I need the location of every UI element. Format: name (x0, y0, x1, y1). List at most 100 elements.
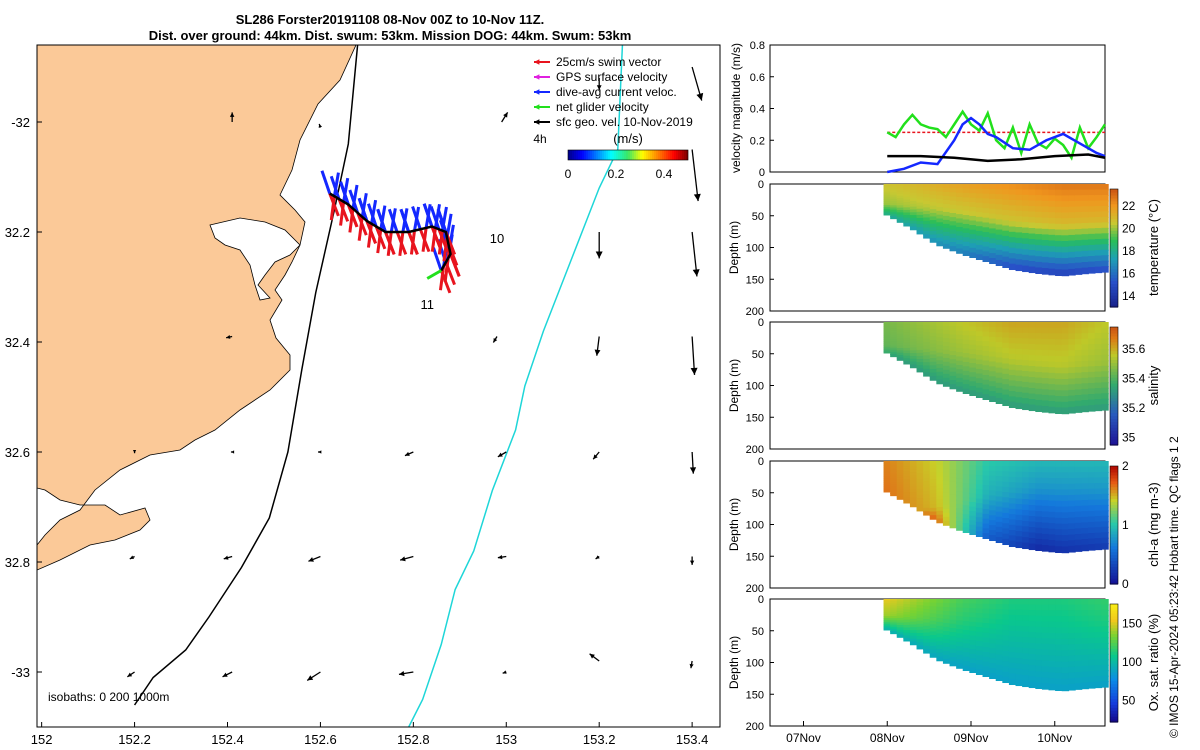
section-cell (1015, 536, 1023, 543)
section-cell (903, 360, 911, 365)
section-cell (942, 461, 951, 466)
section-cell (1048, 350, 1056, 357)
section-cell (903, 481, 911, 486)
section-cell (903, 486, 911, 491)
section-cell (1088, 211, 1096, 219)
section-cell (1061, 506, 1070, 514)
section-cell (1068, 361, 1076, 369)
section-cell (903, 499, 911, 504)
section-cell (883, 608, 891, 612)
section-cell (1074, 500, 1083, 507)
section-cell (1035, 643, 1043, 651)
section-cell (975, 669, 984, 676)
section-cell (1048, 615, 1056, 623)
section-cell (1022, 354, 1030, 362)
section-cell (1061, 495, 1070, 502)
section-cell (1081, 211, 1089, 219)
section-cell (923, 639, 931, 644)
section-cell (995, 387, 1004, 394)
section-cell (975, 498, 984, 505)
section-y-tick-label: 0 (758, 179, 764, 191)
section-cell (909, 469, 918, 474)
section-cell (1055, 223, 1063, 231)
section-cell (949, 644, 957, 650)
section-cell (1101, 599, 1109, 606)
section-cell (995, 526, 1004, 533)
section-cell (1022, 526, 1030, 533)
section-cell (1008, 466, 1017, 473)
section-cell (1022, 599, 1030, 606)
section-cell (1035, 660, 1043, 667)
section-cell (1094, 521, 1103, 529)
colorbar-label: (m/s) (613, 131, 643, 146)
section-cell (916, 325, 924, 330)
section-cell (890, 324, 898, 328)
section-cell (1008, 508, 1017, 516)
section-cell (1101, 371, 1109, 378)
section-cell (975, 622, 984, 629)
section-cell (929, 464, 938, 470)
section-cell (896, 214, 905, 219)
section-cell (1028, 195, 1037, 202)
section-cell (1022, 537, 1030, 544)
section-cell (949, 188, 957, 194)
section-cell (1068, 212, 1076, 219)
section-cell (1048, 217, 1056, 225)
section-cell (1002, 497, 1010, 504)
section-panel-chl-a (769, 460, 1109, 589)
section-cell (982, 350, 990, 357)
section-cell (896, 345, 905, 349)
section-cell (890, 209, 898, 213)
section-cell (1094, 371, 1103, 379)
section-cell (962, 357, 971, 363)
section-cell (1008, 540, 1017, 548)
section-cell (1055, 195, 1063, 203)
section-cell (949, 661, 957, 667)
section-cell (929, 365, 938, 370)
section-cell (1068, 466, 1076, 474)
section-cell (956, 646, 964, 652)
section-cell (982, 504, 990, 511)
section-cell (1041, 361, 1050, 368)
section-cell (936, 637, 944, 643)
section-cell (1081, 405, 1089, 413)
section-cell (1088, 382, 1096, 390)
section-cell (975, 512, 984, 519)
section-cell (975, 345, 984, 352)
section-cell (923, 497, 931, 503)
section-cell (903, 194, 911, 198)
section-cell (1061, 241, 1070, 248)
section-cell (923, 200, 931, 206)
section-cell (896, 479, 905, 484)
section-cell (1048, 206, 1056, 214)
section-cell (975, 599, 984, 605)
section-cell (995, 516, 1004, 523)
section-cell (936, 191, 944, 197)
section-cell (1094, 360, 1103, 368)
section-cell (982, 246, 990, 253)
section-cell (1061, 644, 1070, 652)
section-cell (1041, 268, 1050, 275)
section-cell (1022, 392, 1030, 400)
section-cell (916, 479, 924, 484)
section-cell (989, 326, 997, 333)
section-cell (1015, 200, 1023, 207)
section-cell (883, 480, 891, 483)
section-cell (962, 322, 971, 328)
section-cell (1028, 499, 1037, 507)
section-cell (1028, 670, 1037, 678)
section-cell (1074, 372, 1083, 380)
section-cell (1002, 538, 1010, 546)
section-cell (1015, 253, 1023, 261)
section-cell (1101, 332, 1109, 340)
section-cell (916, 365, 924, 370)
section-cell (1015, 668, 1023, 676)
section-cell (923, 605, 931, 611)
section-cell (1061, 184, 1070, 191)
section-cell (1081, 239, 1089, 247)
section-cell (962, 326, 971, 332)
section-cell (995, 604, 1004, 611)
section-cell (1022, 322, 1030, 329)
sfc-geo-vector (502, 670, 507, 674)
section-cell (1068, 200, 1076, 208)
